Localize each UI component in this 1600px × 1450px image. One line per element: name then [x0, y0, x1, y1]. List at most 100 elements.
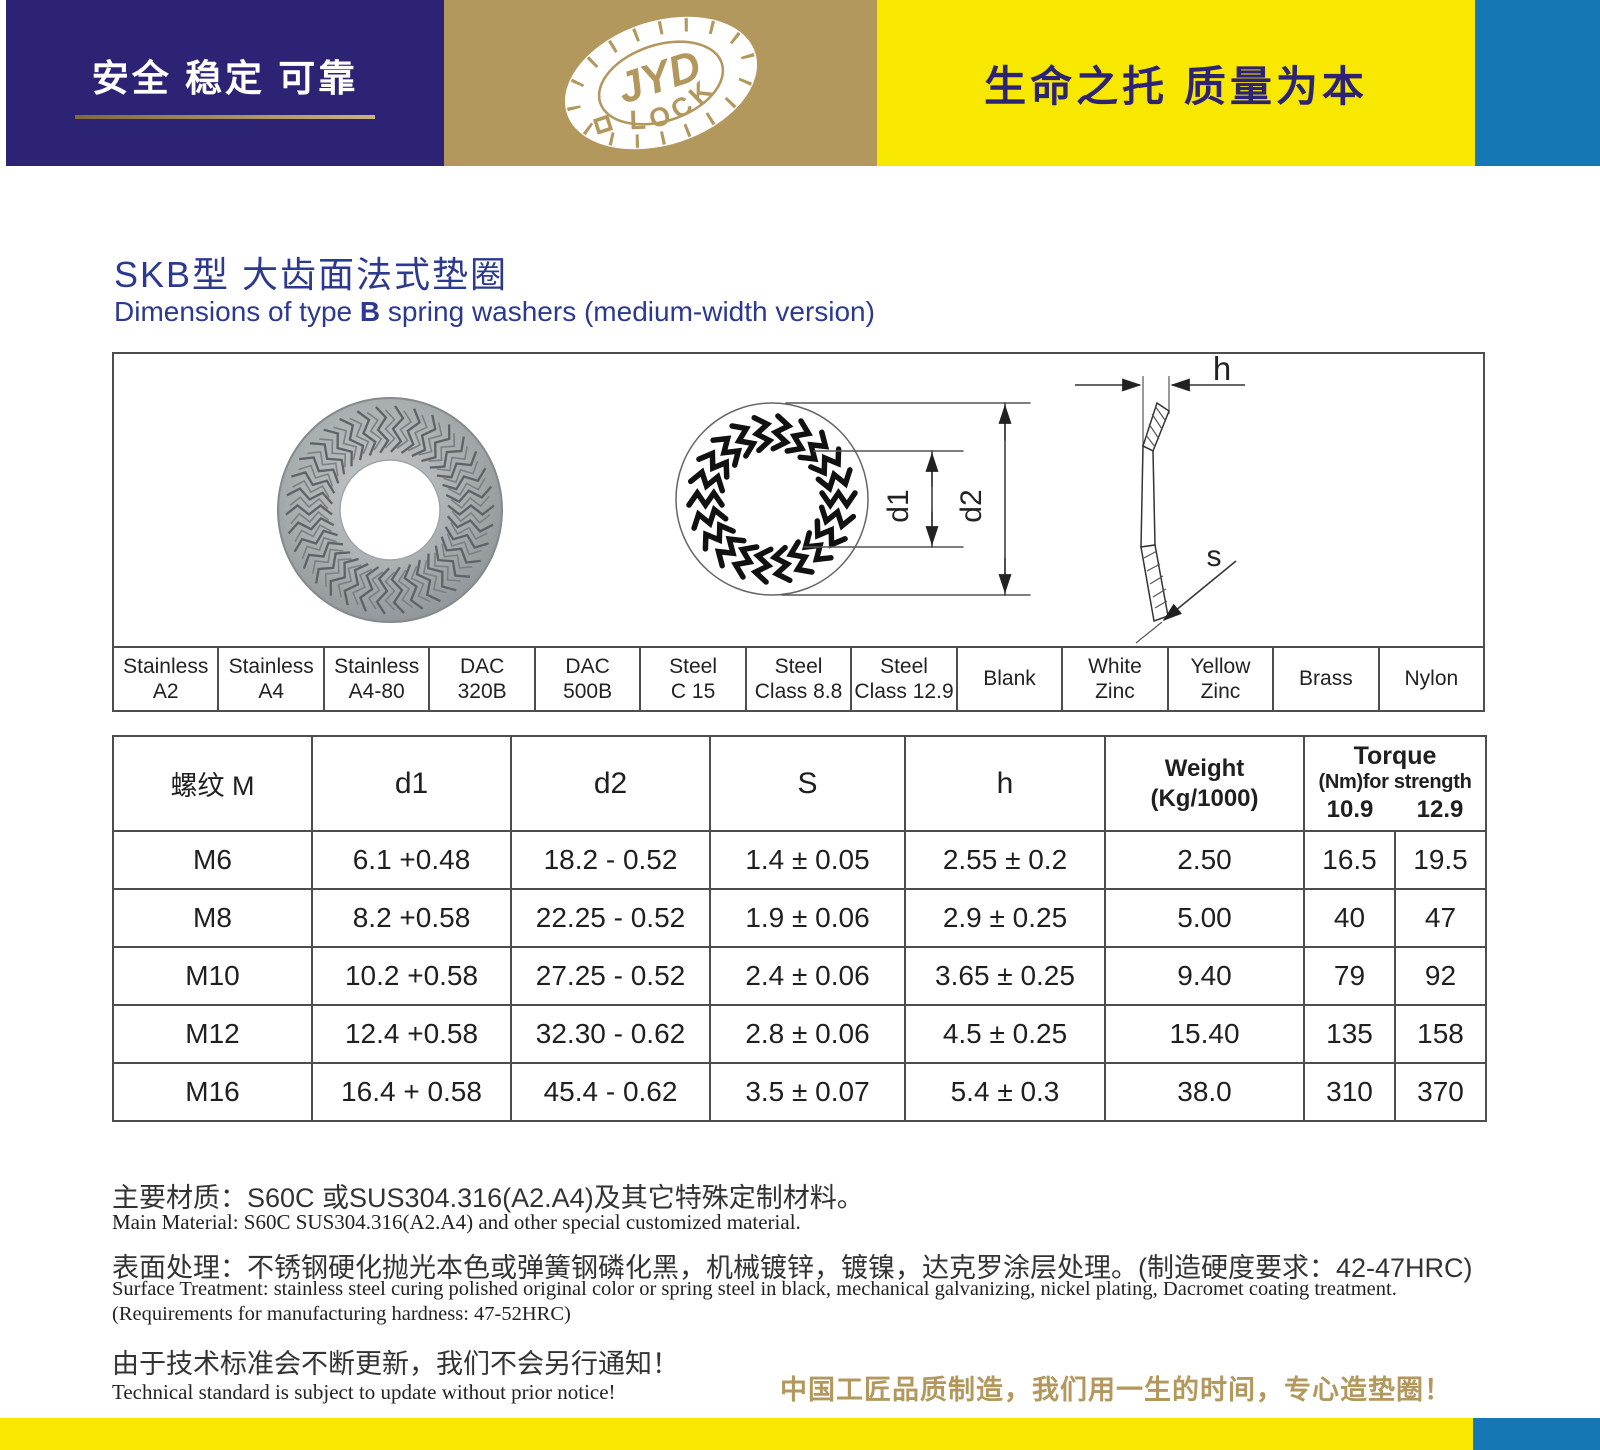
- dim-label-d1: d1: [882, 489, 915, 522]
- hatching: [1143, 405, 1168, 609]
- cell-torque-129: 47: [1394, 888, 1487, 948]
- cell-d1: 16.4 + 0.58: [311, 1062, 512, 1122]
- table-header-row: 螺纹 M d1 d2 S h Weight (Kg/1000) Torque (…: [112, 735, 1487, 832]
- material-cell: Steel Class 8.8: [744, 648, 850, 710]
- cell-torque-129: 370: [1394, 1062, 1487, 1122]
- cell-h: 4.5 ± 0.25: [904, 1004, 1106, 1064]
- col-header-thread: 螺纹 M: [112, 735, 313, 832]
- cell-d2: 18.2 - 0.52: [510, 830, 711, 890]
- cell-d2: 27.25 - 0.52: [510, 946, 711, 1006]
- cell-m: M8: [112, 888, 313, 948]
- diagram-panel: d1 d2 h: [112, 352, 1485, 648]
- material-cell: DAC 500B: [533, 648, 639, 710]
- material-cell: Yellow Zinc: [1166, 648, 1272, 710]
- cell-d1: 10.2 +0.58: [311, 946, 512, 1006]
- col-header-d2: d2: [510, 735, 711, 832]
- bottom-bar-blue-segment: [1473, 1418, 1600, 1450]
- spec-table: 螺纹 M d1 d2 S h Weight (Kg/1000) Torque (…: [112, 735, 1487, 1122]
- table-row: M16 16.4 + 0.58 45.4 - 0.62 3.5 ± 0.07 5…: [112, 1062, 1487, 1122]
- cell-weight: 5.00: [1104, 888, 1305, 948]
- material-cell: Blank: [955, 648, 1061, 710]
- table-row: M10 10.2 +0.58 27.25 - 0.52 2.4 ± 0.06 3…: [112, 946, 1487, 1006]
- cell-s: 2.8 ± 0.06: [709, 1004, 906, 1064]
- material-cell: Steel Class 12.9: [850, 648, 955, 710]
- cell-m: M12: [112, 1004, 313, 1064]
- col-header-d1: d1: [311, 735, 512, 832]
- col-header-weight: Weight (Kg/1000): [1104, 735, 1305, 832]
- cell-weight: 15.40: [1104, 1004, 1305, 1064]
- dim-label-s: s: [1207, 540, 1222, 573]
- col-header-torque: Torque (Nm)for strength 10.9 12.9: [1303, 735, 1487, 832]
- header-right-panel: 生命之托 质量为本: [877, 0, 1475, 166]
- cell-torque-109: 79: [1303, 946, 1396, 1006]
- header-right-slogan: 生命之托 质量为本: [984, 62, 1368, 110]
- col-header-h: h: [904, 735, 1106, 832]
- cell-m: M10: [112, 946, 313, 1006]
- cell-torque-129: 19.5: [1394, 830, 1487, 890]
- header-blue-segment: [1475, 0, 1600, 166]
- brand-tagline: 中国工匠品质制造，我们用一生的时间，专心造垫圈！: [780, 1375, 1452, 1405]
- cell-h: 2.55 ± 0.2: [904, 830, 1106, 890]
- cell-d1: 6.1 +0.48: [311, 830, 512, 890]
- note-surface-en2: (Requirements for manufacturing hardness…: [112, 1303, 571, 1325]
- page-subtitle: Dimensions of type B spring washers (med…: [114, 296, 875, 328]
- header-logo-panel: JYD LOCK: [444, 0, 877, 166]
- cell-s: 1.4 ± 0.05: [709, 830, 906, 890]
- cell-m: M16: [112, 1062, 313, 1122]
- dim-label-h: h: [1213, 354, 1231, 387]
- cell-m: M6: [112, 830, 313, 890]
- material-cell: DAC 320B: [428, 648, 533, 710]
- material-cell: Nylon: [1377, 648, 1483, 710]
- washer-photo: [277, 397, 503, 623]
- subtitle-suffix: spring washers (medium-width version): [380, 296, 875, 327]
- materials-row: Stainless A2 Stainless A4 Stainless A4-8…: [112, 648, 1485, 712]
- torque-subtitle: (Nm)for strength: [1318, 771, 1472, 794]
- torque-class-10-9: 10.9: [1326, 796, 1374, 824]
- note-material-cn: 主要材质：S60C 或SUS304.316(A2.A4)及其它特殊定制材料。: [112, 1183, 864, 1213]
- cell-torque-109: 135: [1303, 1004, 1396, 1064]
- cell-torque-109: 310: [1303, 1062, 1396, 1122]
- washer-profile-drawing: h s: [1075, 354, 1245, 644]
- washer-face-drawing: d1 d2: [675, 402, 1031, 596]
- cell-weight: 2.50: [1104, 830, 1305, 890]
- material-cell: Brass: [1272, 648, 1377, 710]
- cell-torque-129: 92: [1394, 946, 1487, 1006]
- note-material-en: Main Material: S60C SUS304.316(A2.A4) an…: [112, 1210, 801, 1234]
- material-cell: Stainless A4-80: [322, 648, 428, 710]
- cell-h: 2.9 ± 0.25: [904, 888, 1106, 948]
- cell-s: 2.4 ± 0.06: [709, 946, 906, 1006]
- cell-d2: 32.30 - 0.62: [510, 1004, 711, 1064]
- note-update-en: Technical standard is subject to update …: [112, 1380, 616, 1404]
- bottom-bar: [0, 1418, 1600, 1450]
- dim-label-d2: d2: [955, 489, 988, 522]
- cell-h: 3.65 ± 0.25: [904, 946, 1106, 1006]
- cell-d1: 12.4 +0.58: [311, 1004, 512, 1064]
- table-row: M6 6.1 +0.48 18.2 - 0.52 1.4 ± 0.05 2.55…: [112, 830, 1487, 890]
- cell-d2: 22.25 - 0.52: [510, 888, 711, 948]
- cell-torque-109: 16.5: [1303, 830, 1396, 890]
- cell-h: 5.4 ± 0.3: [904, 1062, 1106, 1122]
- cell-s: 3.5 ± 0.07: [709, 1062, 906, 1122]
- col-header-s: S: [709, 735, 906, 832]
- material-cell: Stainless A2: [123, 654, 209, 703]
- page-title: SKB型 大齿面法式垫圈: [114, 254, 509, 295]
- slogan-underline: [75, 114, 375, 119]
- header-left-slogan: 安全 稳定 可靠: [91, 57, 359, 99]
- cell-d1: 8.2 +0.58: [311, 888, 512, 948]
- material-cell: Stainless A4: [217, 648, 322, 710]
- torque-class-12-9: 12.9: [1416, 796, 1464, 824]
- cell-d2: 45.4 - 0.62: [510, 1062, 711, 1122]
- logo-notch: [592, 114, 613, 135]
- cell-torque-109: 40: [1303, 888, 1396, 948]
- torque-title: Torque: [1353, 741, 1437, 770]
- cell-torque-129: 158: [1394, 1004, 1487, 1064]
- brand-logo-icon: JYD LOCK: [564, 16, 757, 150]
- washer-diagrams: d1 d2 h: [277, 354, 1245, 644]
- note-surface-en: Surface Treatment: stainless steel curin…: [112, 1278, 1397, 1300]
- cell-s: 1.9 ± 0.06: [709, 888, 906, 948]
- header-left-panel: 安全 稳定 可靠: [6, 0, 444, 166]
- subtitle-prefix: Dimensions of type: [114, 296, 360, 327]
- cell-weight: 38.0: [1104, 1062, 1305, 1122]
- material-cell: White Zinc: [1061, 648, 1166, 710]
- cell-weight: 9.40: [1104, 946, 1305, 1006]
